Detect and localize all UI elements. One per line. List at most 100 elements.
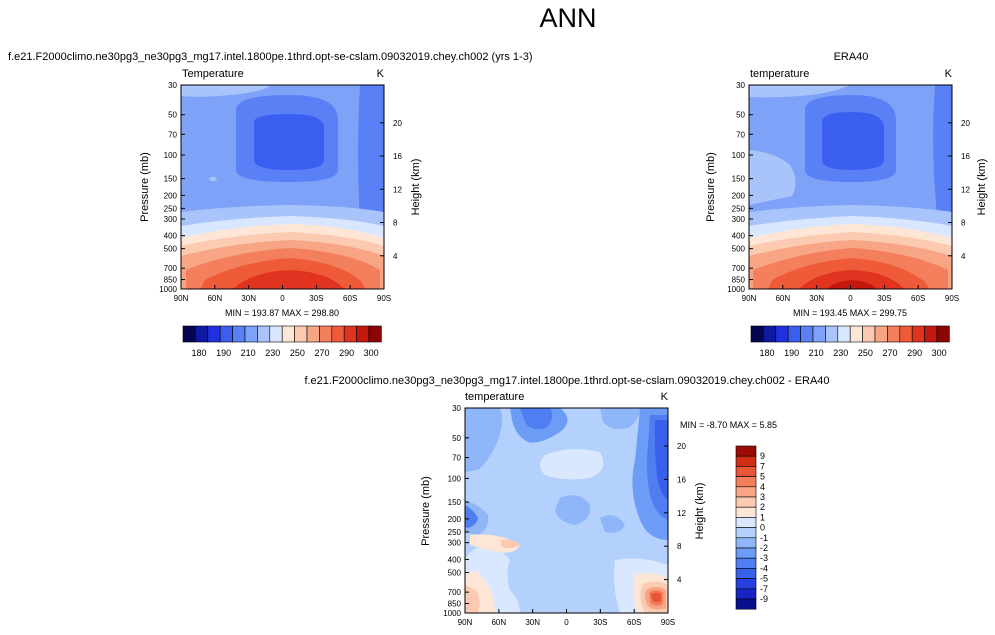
pressure-tick-label: 500	[732, 245, 746, 254]
lat-tick-label: 60S	[911, 294, 925, 303]
colorbar-swatch	[356, 325, 370, 343]
colorbar-swatch	[219, 325, 233, 343]
height-tick-label: 16	[393, 152, 402, 161]
lat-tick-label: 0	[848, 294, 853, 303]
ylabel-pressure: Pressure (mb)	[705, 152, 717, 222]
lat-tick-label: 30N	[525, 618, 540, 627]
height-tick-label: 12	[677, 509, 686, 518]
lat-tick-label: 90S	[661, 618, 675, 627]
contour-fill	[822, 112, 884, 170]
colorbar-label: 230	[833, 348, 848, 358]
ylabel-height: Height (km)	[976, 159, 988, 216]
height-tick-label: 16	[961, 152, 970, 161]
pressure-tick-label: 400	[732, 232, 746, 241]
contour-fill	[749, 150, 796, 205]
pressure-tick-label: 300	[732, 215, 746, 224]
contour-fill	[749, 85, 850, 98]
colorbar-label: 1	[760, 512, 765, 522]
colorbar-swatch	[763, 325, 777, 343]
pressure-tick-label: 500	[448, 568, 462, 577]
colorbar-swatch	[735, 598, 757, 610]
panel-obs: ERA40 temperature K 30507010015020025030…	[705, 51, 988, 358]
ylabel-height: Height (km)	[410, 159, 422, 216]
contour-fill	[654, 420, 668, 500]
colorbar-swatch	[936, 325, 950, 343]
lat-tick-label: 90N	[458, 618, 473, 627]
colorbar-label: -7	[760, 584, 768, 594]
colorbar-label: 9	[760, 451, 765, 461]
pressure-tick-label: 70	[452, 454, 461, 463]
pressure-tick-label: 1000	[443, 609, 461, 618]
contour-fill	[933, 85, 952, 225]
colorbar-swatch	[800, 325, 814, 343]
pressure-tick-label: 30	[168, 81, 177, 90]
contour-fill	[600, 408, 640, 430]
panel-model-var-label: Temperature	[182, 68, 244, 80]
colorbar-label: -5	[760, 574, 768, 584]
colorbar-swatch	[319, 325, 333, 343]
ylabel-height: Height (km)	[694, 483, 706, 540]
axis-height-right: 4 8 12 16 20	[948, 119, 970, 261]
colorbar-swatch	[735, 557, 757, 569]
colorbar-swatch	[735, 506, 757, 518]
pressure-tick-label: 300	[448, 539, 462, 548]
colorbar-swatch	[911, 325, 925, 343]
colorbar-swatch	[735, 496, 757, 508]
pressure-tick-label: 50	[168, 111, 177, 120]
colorbar-swatch	[812, 325, 826, 343]
colorbar-label: 270	[882, 348, 897, 358]
colorbar-label: 250	[290, 348, 305, 358]
colorbar-swatch	[775, 325, 789, 343]
colorbar-label: 290	[907, 348, 922, 358]
lat-tick-label: 30N	[809, 294, 824, 303]
pressure-tick-label: 700	[732, 264, 746, 273]
height-tick-label: 8	[961, 219, 966, 228]
colorbar-label: 180	[191, 348, 206, 358]
colorbar-swatch	[195, 325, 209, 343]
panel-diff-var-label: temperature	[465, 391, 524, 403]
ylabel-pressure: Pressure (mb)	[139, 152, 151, 222]
lat-tick-label: 60N	[207, 294, 222, 303]
colorbar-label: 7	[760, 461, 765, 471]
colorbar-swatch	[735, 517, 757, 528]
colorbar-swatch	[281, 325, 295, 343]
contour-fill	[465, 505, 478, 528]
lat-tick-label: 30S	[877, 294, 891, 303]
pressure-tick-label: 250	[164, 204, 178, 213]
colorbar-label: 300	[364, 348, 379, 358]
axis-latitude: 90N 60N 30N 0 30S 60S 90S	[742, 285, 959, 303]
height-tick-label: 20	[393, 119, 402, 128]
height-tick-label: 8	[393, 219, 398, 228]
axis-height-right: 4 8 12 16 20	[380, 119, 402, 261]
pressure-tick-label: 30	[452, 404, 461, 413]
colorbar-swatch	[825, 325, 839, 343]
colorbar-swatch	[924, 325, 938, 343]
panel-model-field	[181, 85, 384, 289]
colorbar-swatch	[735, 466, 757, 477]
lat-tick-label: 90S	[945, 294, 959, 303]
panel-obs-header: ERA40	[834, 51, 869, 63]
contour-fill	[600, 515, 625, 533]
colorbar-label: 250	[858, 348, 873, 358]
lat-tick-label: 90N	[742, 294, 757, 303]
panel-diff-stats: MIN = -8.70 MAX = 5.85	[680, 420, 777, 430]
lat-tick-label: 30S	[593, 618, 607, 627]
colorbar-swatch	[306, 325, 320, 343]
colorbar-swatch	[735, 476, 757, 488]
lat-tick-label: 30S	[309, 294, 323, 303]
contour-fill	[233, 270, 345, 289]
colorbar-swatch	[750, 325, 764, 343]
pressure-tick-label: 700	[164, 264, 178, 273]
colorbar-swatch	[735, 527, 757, 539]
colorbar-swatch	[735, 588, 757, 600]
contour-fill	[826, 280, 877, 289]
colorbar-swatch	[787, 325, 801, 343]
pressure-tick-label: 400	[164, 232, 178, 241]
contour-fill	[555, 495, 591, 525]
pressure-tick-label: 250	[448, 528, 462, 537]
lat-tick-label: 0	[564, 618, 569, 627]
colorbar-swatch	[735, 486, 757, 498]
colorbar-label: 5	[760, 472, 765, 482]
